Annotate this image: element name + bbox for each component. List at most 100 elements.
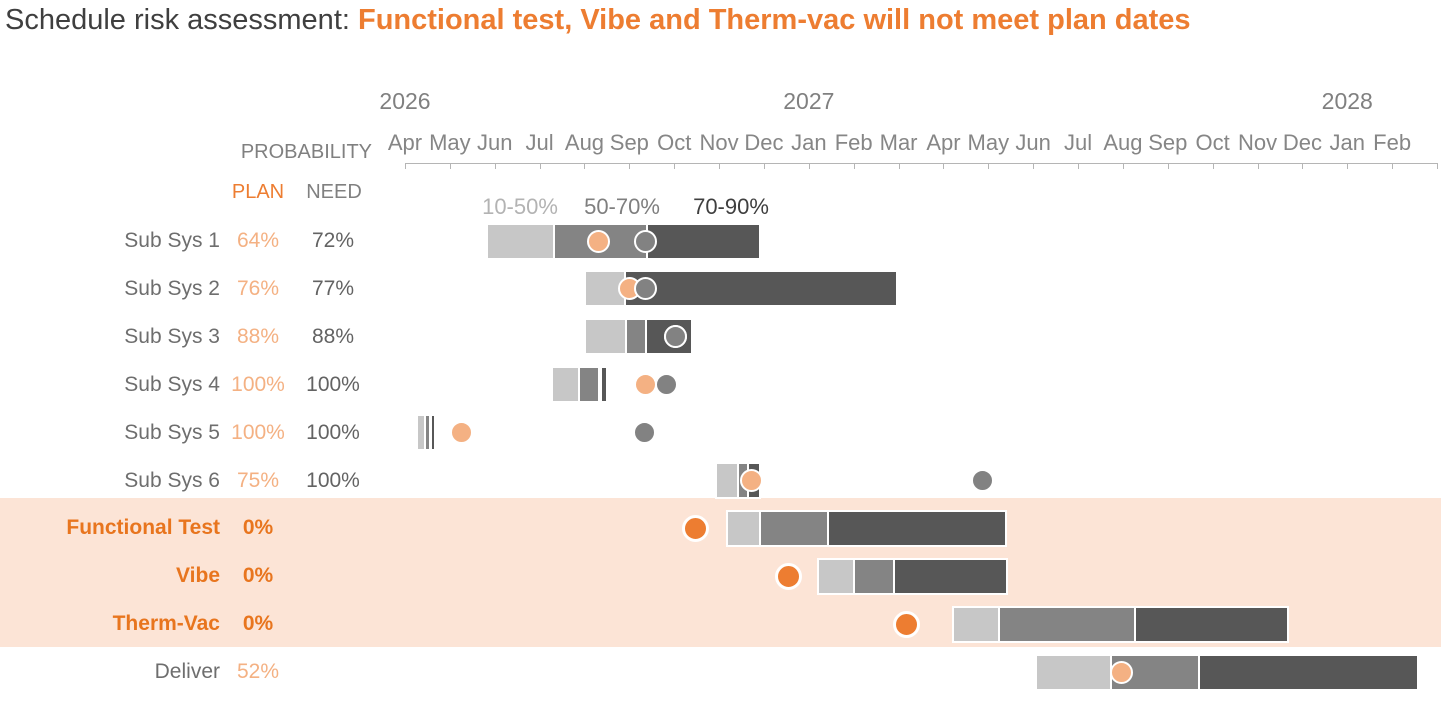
need-probability-value: 100% [306,372,360,396]
bar-segment-dark [1134,607,1287,641]
plan-probability-value: 88% [236,324,280,348]
axis-month-label: Apr [926,130,961,155]
axis-month-label: Oct [657,130,692,155]
axis-tick [1167,163,1169,169]
column-header-plan: PLAN [231,181,285,203]
plan-probability-value: 76% [236,276,280,300]
bar-segment-light [488,224,554,258]
need-date-dot [654,373,678,397]
plan-date-dot [682,514,710,542]
axis-tick [1078,163,1080,169]
axis-tick [853,163,855,169]
bar-segment-light [418,416,424,450]
bar-segment-dark [601,368,606,402]
axis-month-label: Aug [1103,130,1143,155]
axis-tick [1437,163,1438,169]
column-header-need: NEED [306,181,362,203]
bar-segment-light [819,559,853,593]
bar-segment-light [585,320,625,354]
axis-month-label: May [429,130,471,155]
need-probability-value: 100% [306,420,360,444]
plan-date-dot [740,469,764,492]
axis-month-label: Nov [1237,130,1278,155]
time-axis-line [405,163,1437,164]
risk-bar [1034,653,1419,691]
axis-tick [898,163,900,169]
plan-probability-value: 64% [236,229,280,252]
axis-month-label: Aug [564,130,605,155]
bar-segment-dark [1197,655,1417,689]
need-date-dot [634,277,658,301]
plan-probability-value: 75% [236,468,280,492]
axis-tick [1347,163,1349,169]
axis-tick [1122,163,1124,169]
axis-month-label: Jun [1015,130,1051,155]
bar-segment-light [1036,655,1110,689]
axis-tick [629,163,631,169]
plan-probability-value: 100% [231,372,285,396]
bar-segment-mid [998,607,1135,641]
plan-probability-value: 0% [242,612,274,636]
bar-segment-light [716,464,738,497]
bar-segment-light [954,607,999,641]
axis-month-label: Oct [1195,130,1230,155]
axis-year-label: 2026 [379,88,431,114]
column-header-probability: PROBABILITY [240,141,372,163]
axis-tick [674,163,676,169]
row-label: Functional Test [66,516,220,540]
axis-tick [539,163,541,169]
axis-tick [943,163,945,169]
row-label: Therm-Vac [112,612,220,636]
axis-month-label: Jun [476,130,513,155]
row-label: Sub Sys 2 [124,276,220,300]
row-label: Sub Sys 5 [124,420,220,444]
axis-month-label: Sep [1148,130,1188,155]
axis-month-label: Dec [744,130,784,155]
bar-segment-mid [624,320,646,354]
axis-year-label: 2028 [1321,88,1373,114]
axis-month-label: Nov [699,130,739,155]
need-probability-value: 88% [311,324,355,348]
axis-tick [1257,163,1259,169]
legend-label-dark: 70-90% [693,194,769,219]
title-highlight: Functional test, Vibe and Therm-vac will… [357,4,1191,36]
plan-probability-value: 100% [231,420,285,444]
risk-bar [486,222,761,260]
plan-probability-value: 52% [236,660,280,684]
bar-segment-mid [759,511,827,545]
bar-segment-light [553,368,579,402]
risk-bar [583,270,898,308]
plan-date-dot [633,373,657,397]
need-date-dot [632,421,656,445]
bar-segment-dark [893,559,1006,593]
need-date-dot [634,229,658,253]
axis-tick [808,163,810,169]
row-label: Vibe [176,564,220,588]
bar-segment-mid [425,416,429,450]
row-label: Deliver [154,660,220,684]
risk-bar [416,414,436,452]
legend-label-mid: 50-70% [584,194,660,219]
plan-date-dot [450,421,474,445]
plan-date-dot [1110,660,1134,684]
plan-probability-value: 0% [242,516,274,540]
axis-tick [988,163,990,169]
axis-year-label: 2027 [783,88,835,114]
risk-bar [817,557,1008,595]
axis-tick [1033,163,1035,169]
risk-bar [726,509,1007,547]
bar-segment-light [585,272,625,306]
plan-date-dot [893,610,921,638]
axis-tick [719,163,721,169]
bar-segment-dark [429,416,434,450]
bar-segment-light [728,511,760,545]
bar-segment-dark [826,511,1005,545]
axis-month-label: Jan [791,130,827,155]
axis-month-label: Jul [1063,130,1093,155]
axis-month-label: Feb [834,130,873,155]
row-label: Sub Sys 3 [124,324,220,348]
axis-tick [449,163,451,169]
need-probability-value: 72% [311,229,355,252]
axis-tick [1212,163,1214,169]
